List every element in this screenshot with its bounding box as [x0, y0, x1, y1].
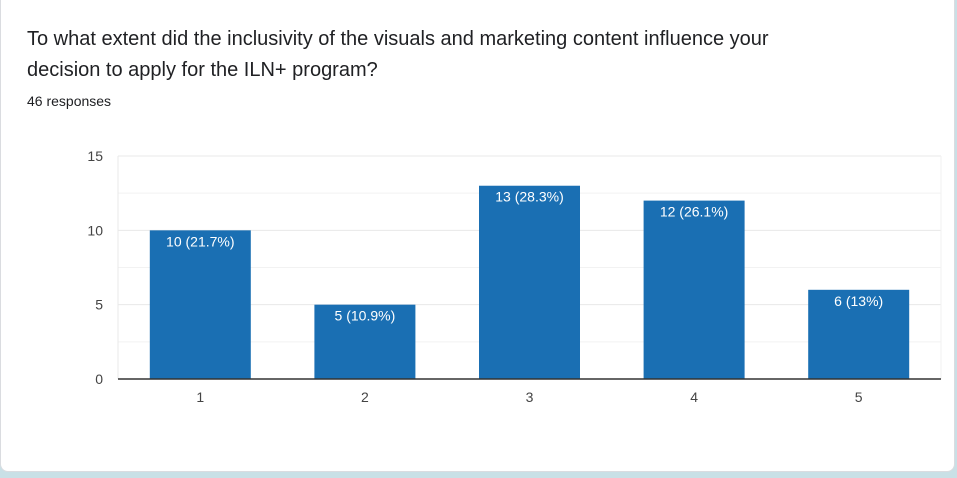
bar-data-label: 6 (13%) — [834, 293, 883, 309]
x-tick-labels: 1 2 3 4 5 — [196, 389, 862, 405]
bar-3 — [479, 185, 580, 379]
x-tick-label: 5 — [855, 389, 863, 405]
bar-1 — [149, 230, 251, 379]
response-count: 46 responses — [27, 93, 112, 109]
bar-4 — [643, 200, 745, 379]
bar-5 — [808, 289, 910, 379]
x-tick-label: 2 — [361, 389, 369, 405]
y-tick-label: 5 — [95, 297, 103, 313]
question-title: To what extent did the inclusivity of th… — [27, 28, 769, 81]
bars-layer: 10 (21.7%) 5 (10.9%) 13 (28.3%) 12 (26.1%) 6… — [149, 185, 910, 379]
y-tick-label: 15 — [87, 148, 103, 164]
bar-data-label: 5 (10.9%) — [335, 308, 396, 324]
bar-2 — [314, 304, 416, 379]
bar-data-label: 13 (28.3%) — [495, 189, 563, 205]
bar-data-label: 10 (21.7%) — [166, 233, 234, 249]
y-tick-labels: 0 5 10 15 — [87, 148, 103, 387]
y-tick-label: 10 — [87, 222, 103, 238]
x-tick-label: 1 — [196, 389, 204, 405]
y-tick-label: 0 — [95, 371, 103, 387]
x-tick-label: 4 — [690, 389, 698, 405]
x-tick-label: 3 — [526, 389, 534, 405]
bar-data-label: 12 (26.1%) — [660, 204, 728, 220]
